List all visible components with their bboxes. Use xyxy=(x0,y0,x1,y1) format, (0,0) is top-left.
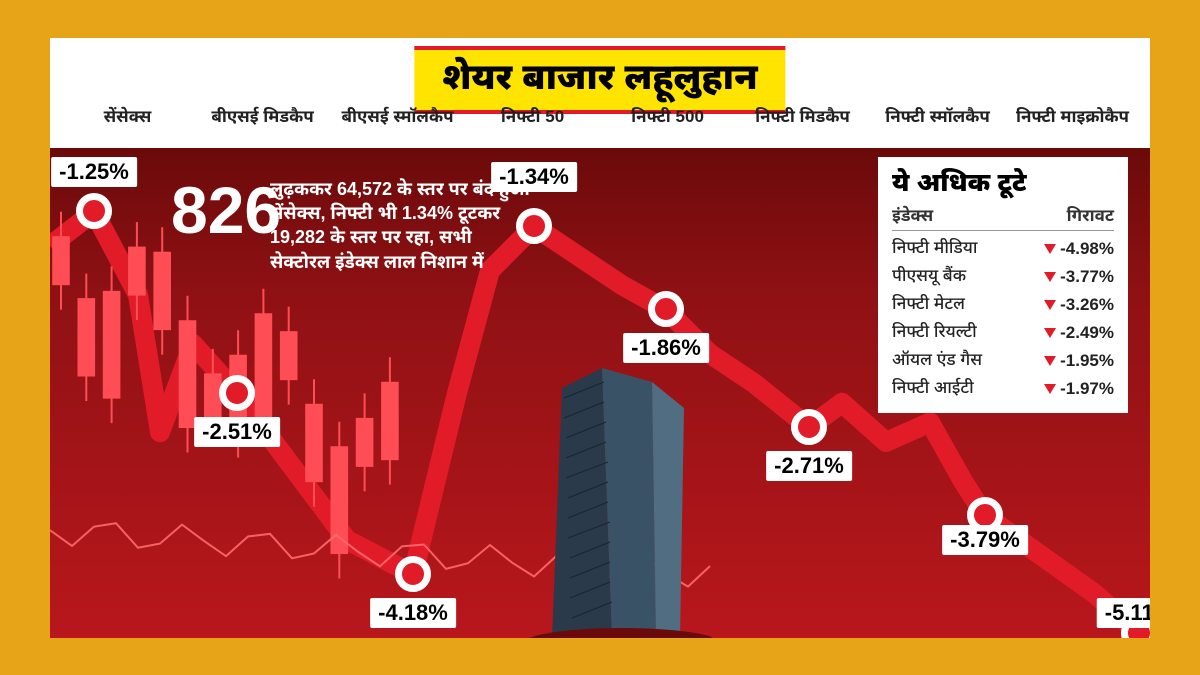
data-marker xyxy=(219,375,255,411)
loser-value: -3.26% xyxy=(1044,295,1114,315)
index-header: निफ्टी माइक्रोकैप xyxy=(1005,108,1140,127)
down-arrow-icon xyxy=(1044,300,1056,310)
data-marker xyxy=(648,291,684,327)
sidebox-head-left: इंडेक्स xyxy=(892,206,933,228)
loser-value: -3.77% xyxy=(1044,267,1114,287)
infographic-frame: शेयर बाजार लहूलुहान सेंसेक्सबीएसई मिडकैप… xyxy=(50,38,1150,638)
sidebox-title: ये अधिक टूटे xyxy=(892,167,1114,202)
index-header: बीएसई स्मॉलकैप xyxy=(330,108,465,127)
index-header: सेंसेक्स xyxy=(60,108,195,127)
index-headers: सेंसेक्सबीएसई मिडकैपबीएसई स्मॉलकैपनिफ्टी… xyxy=(50,108,1150,127)
loser-name: निफ्टी मीडिया xyxy=(892,238,977,260)
pct-label: -1.25% xyxy=(51,157,137,187)
pct-label: -2.71% xyxy=(766,451,852,481)
pct-label: -1.34% xyxy=(491,162,577,192)
data-marker xyxy=(791,409,827,445)
index-header: निफ्टी स्मॉलकैप xyxy=(870,108,1005,127)
chart-area: 826 लुढ़ककर 64,572 के स्तर पर बंद हुआ से… xyxy=(50,148,1150,638)
loser-row: निफ्टी आईटी -1.97% xyxy=(892,375,1114,403)
loser-row: पीएसयू बैंक -3.77% xyxy=(892,263,1114,291)
title-band: शेयर बाजार लहूलुहान xyxy=(414,46,785,114)
building-icon xyxy=(512,358,712,638)
down-arrow-icon xyxy=(1044,328,1056,338)
down-arrow-icon xyxy=(1044,356,1056,366)
data-marker xyxy=(76,193,112,229)
loser-row: निफ्टी मीडिया -4.98% xyxy=(892,235,1114,263)
down-arrow-icon xyxy=(1044,384,1056,394)
loser-row: निफ्टी रियल्टी -2.49% xyxy=(892,319,1114,347)
data-marker xyxy=(516,208,552,244)
loser-name: निफ्टी आईटी xyxy=(892,378,974,400)
pct-label: -2.51% xyxy=(194,417,280,447)
top-losers-box: ये अधिक टूटे इंडेक्स गिरावट निफ्टी मीडिय… xyxy=(878,157,1128,413)
loser-value: -1.97% xyxy=(1044,379,1114,399)
pct-label: -1.86% xyxy=(623,333,709,363)
pct-label: -4.18% xyxy=(370,598,456,628)
data-marker xyxy=(395,556,431,592)
index-header: बीएसई मिडकैप xyxy=(195,108,330,127)
big-number: 826 xyxy=(171,177,281,243)
loser-row: निफ्टी मेटल -3.26% xyxy=(892,291,1114,319)
index-header: निफ्टी 500 xyxy=(600,108,735,127)
index-header: निफ्टी मिडकैप xyxy=(735,108,870,127)
loser-value: -4.98% xyxy=(1044,239,1114,259)
loser-name: पीएसयू बैंक xyxy=(892,266,966,288)
loser-name: ऑयल एंड गैस xyxy=(892,350,982,372)
loser-name: निफ्टी मेटल xyxy=(892,294,965,316)
down-arrow-icon xyxy=(1044,272,1056,282)
loser-name: निफ्टी रियल्टी xyxy=(892,322,977,344)
title-text: शेयर बाजार लहूलुहान xyxy=(442,56,757,97)
loser-row: ऑयल एंड गैस -1.95% xyxy=(892,347,1114,375)
sidebox-header: इंडेक्स गिरावट xyxy=(892,206,1114,231)
down-arrow-icon xyxy=(1044,244,1056,254)
sidebox-head-right: गिरावट xyxy=(1067,206,1114,228)
index-header: निफ्टी 50 xyxy=(465,108,600,127)
pct-label: -3.79% xyxy=(942,525,1028,555)
pct-label: -5.11% xyxy=(1097,598,1150,628)
loser-value: -2.49% xyxy=(1044,323,1114,343)
loser-value: -1.95% xyxy=(1044,351,1114,371)
